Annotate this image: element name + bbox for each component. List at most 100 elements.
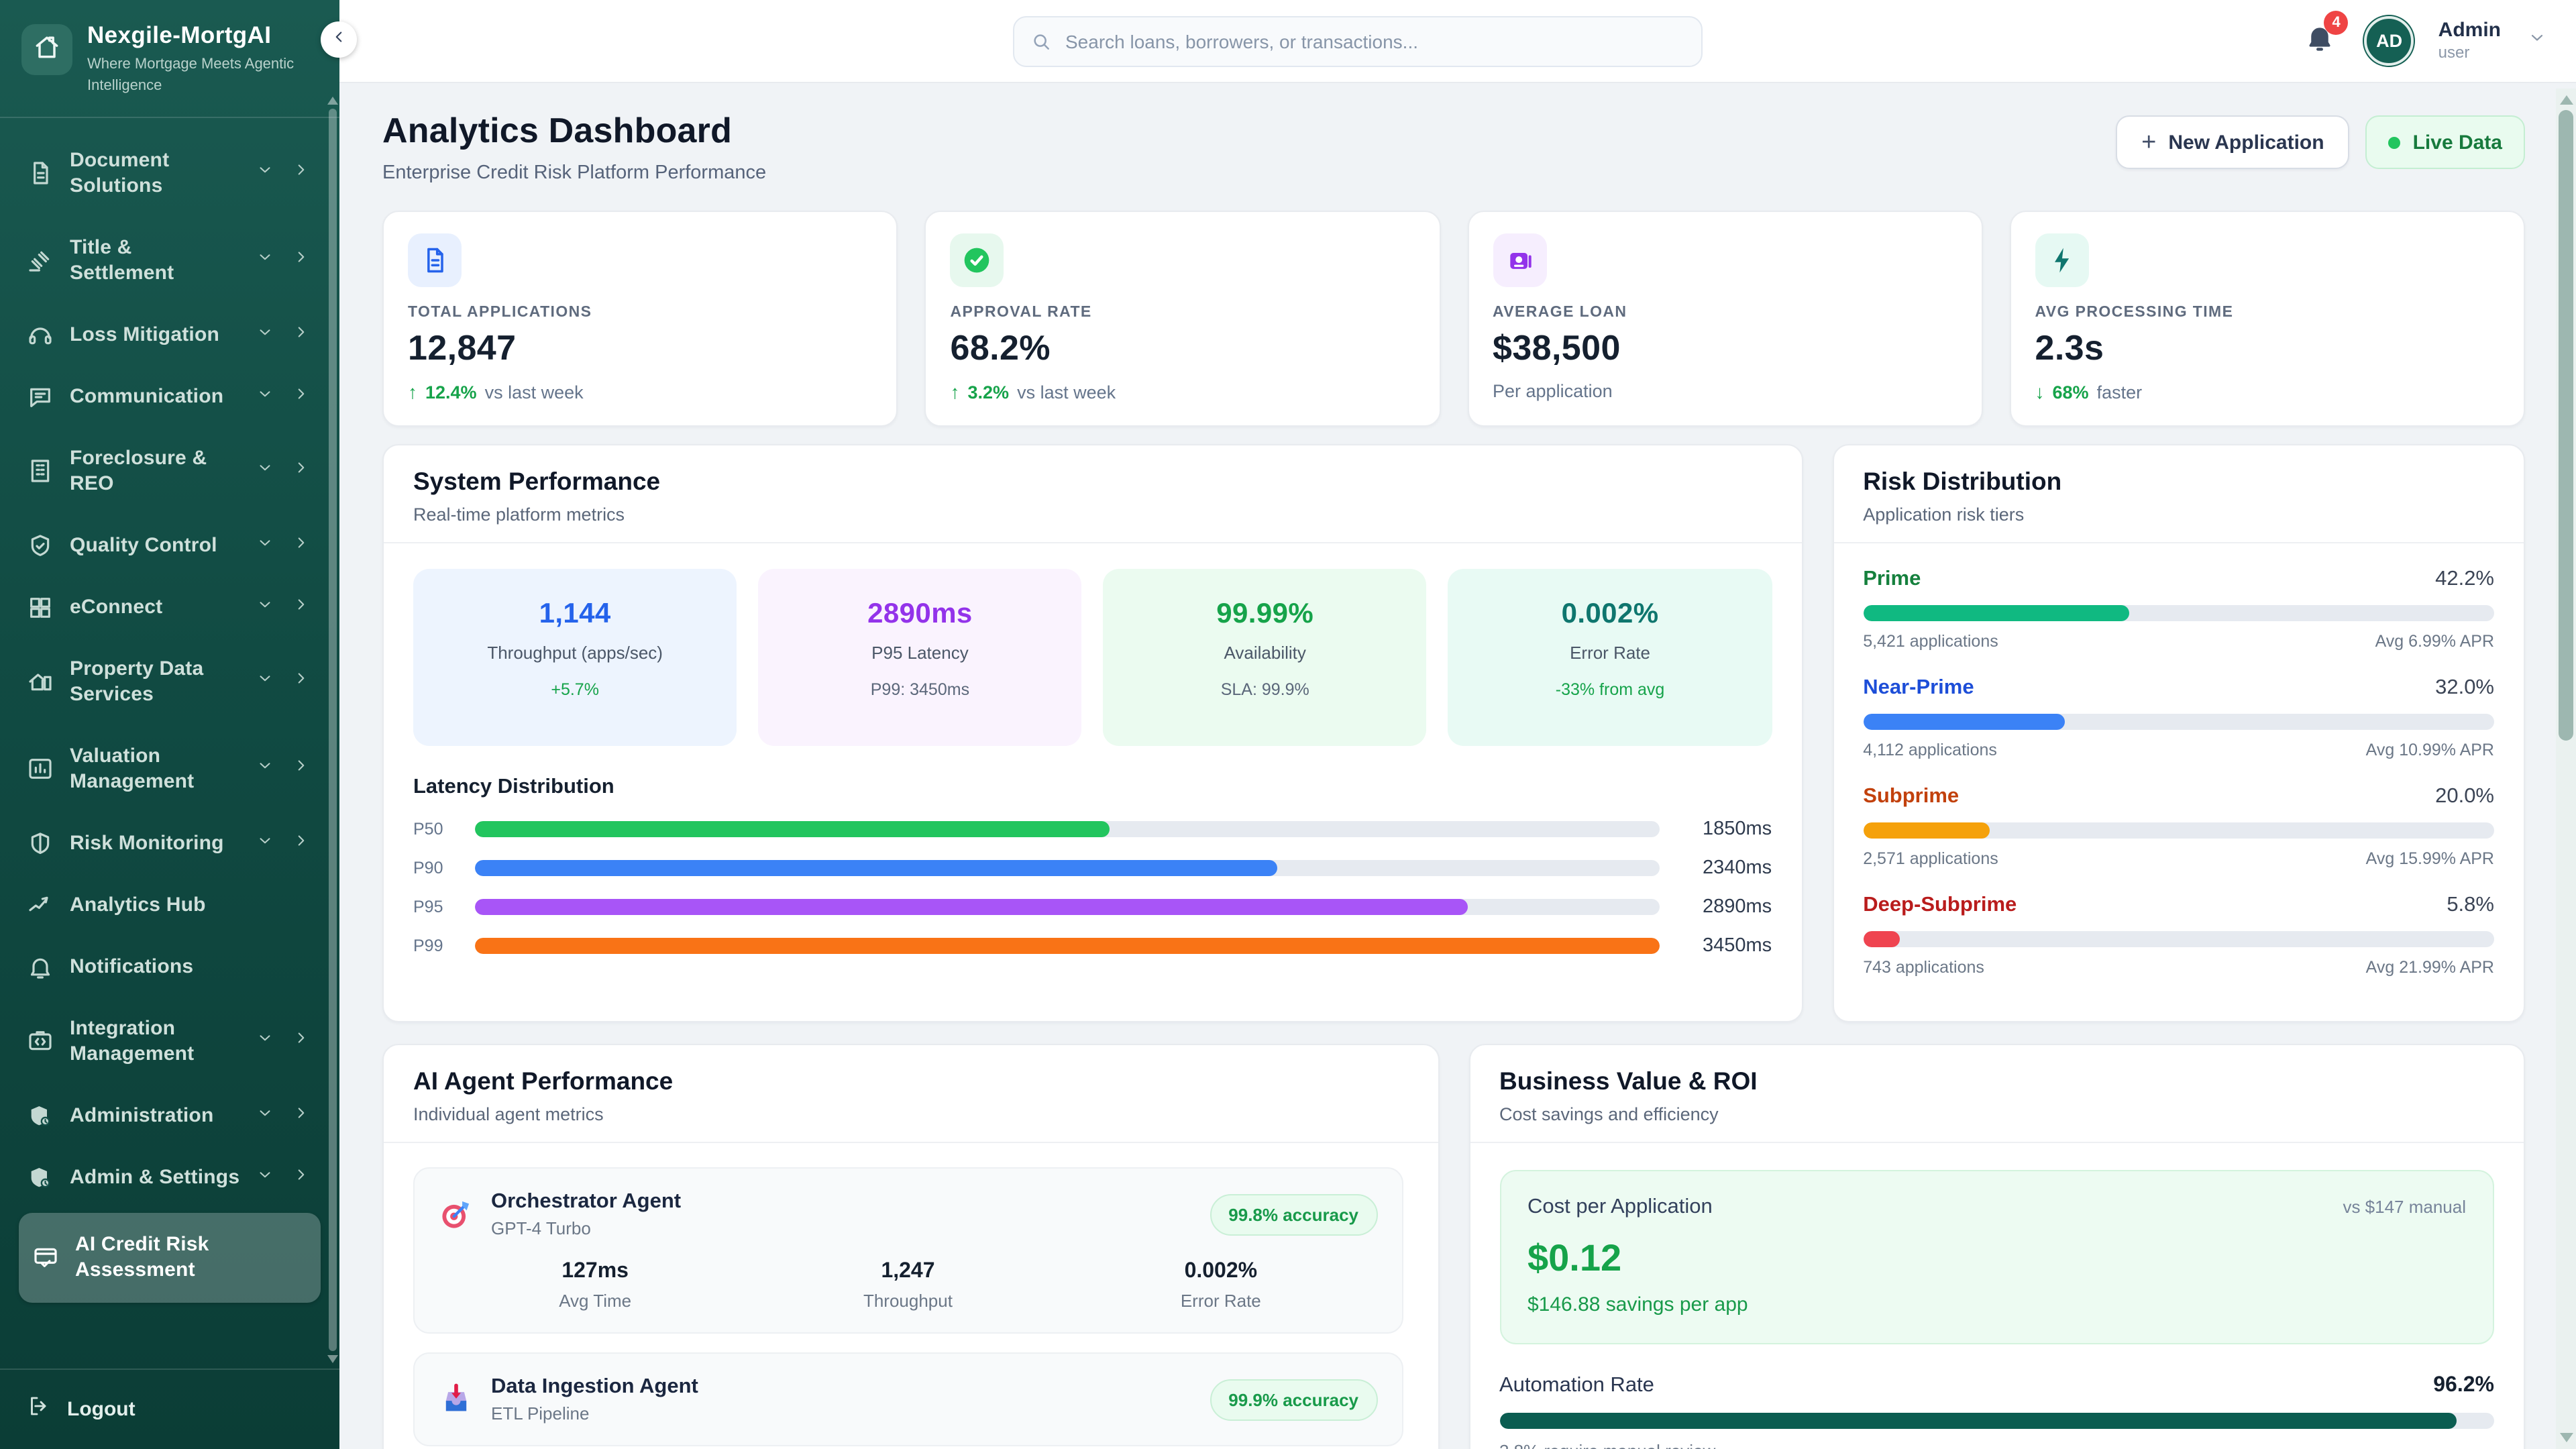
chevron-right-icon[interactable]	[292, 534, 310, 558]
chevron-down-icon[interactable]	[256, 596, 274, 620]
scroll-down-arrow-icon[interactable]	[327, 1355, 337, 1363]
chevron-right-icon[interactable]	[292, 832, 310, 856]
chevron-down-icon[interactable]	[256, 832, 274, 856]
sidebar-item-quality-control[interactable]: Quality Control	[19, 519, 321, 573]
page-body: Analytics Dashboard Enterprise Credit Ri…	[339, 83, 2576, 1449]
system-performance-card: System Performance Real-time platform me…	[382, 444, 1803, 1022]
bell-icon	[27, 954, 54, 981]
risk-tier-pct: 5.8%	[2447, 894, 2494, 916]
accuracy-badge: 99.9% accuracy	[1210, 1379, 1377, 1420]
risk-apr: Avg 10.99% APR	[2365, 741, 2494, 759]
topbar-right: 4 AD Admin user	[2300, 11, 2546, 67]
new-application-button[interactable]: + New Application	[2116, 115, 2350, 169]
sidebar-item-integration-management[interactable]: Integration Management	[19, 1002, 321, 1081]
search-input[interactable]	[1013, 15, 1703, 66]
page-subtitle: Enterprise Credit Risk Platform Performa…	[382, 162, 767, 184]
inbox-icon	[439, 1382, 474, 1417]
sidebar-item-valuation-management[interactable]: Valuation Management	[19, 730, 321, 809]
chevron-down-icon[interactable]	[256, 1166, 274, 1190]
credit-card-icon	[32, 1244, 59, 1271]
chevron-down-icon[interactable]	[256, 460, 274, 484]
brand-title: Nexgile-MortgAI	[87, 21, 272, 48]
metric-tile-error-rate: 0.002% Error Rate -33% from avg	[1448, 569, 1772, 746]
avatar[interactable]: AD	[2363, 15, 2416, 67]
kpi-grid: TOTAL APPLICATIONS 12,847 ↑ 12.4% vs last we…	[382, 211, 2525, 427]
chevron-right-icon[interactable]	[292, 162, 310, 186]
sidebar-item-notifications[interactable]: Notifications	[19, 941, 321, 994]
sidebar-item-ai-credit-risk-assessment[interactable]: AI Credit Risk Assessment	[19, 1212, 321, 1303]
chevron-down-icon[interactable]	[256, 249, 274, 273]
sidebar-item-communication[interactable]: Communication	[19, 370, 321, 424]
chevron-down-icon[interactable]	[256, 670, 274, 694]
chevron-down-icon[interactable]	[256, 1030, 274, 1054]
sidebar-item-label: Admin & Settings	[70, 1166, 240, 1189]
latency-track	[475, 938, 1660, 954]
chevron-right-icon[interactable]	[292, 460, 310, 484]
agent-list[interactable]: Orchestrator Agent GPT-4 Turbo 99.8% accur…	[413, 1167, 1413, 1449]
page-scrollbar[interactable]	[2556, 89, 2576, 1449]
chevron-right-icon[interactable]	[292, 323, 310, 347]
agent-stat-throughput: 1,247 Throughput	[751, 1260, 1064, 1311]
chevron-right-icon[interactable]	[292, 596, 310, 620]
bell-icon	[2306, 28, 2335, 58]
chevron-down-icon[interactable]	[256, 323, 274, 347]
kpi-change-suffix: Per application	[1493, 381, 1613, 401]
page-scrollbar-thumb[interactable]	[2559, 110, 2573, 741]
latency-fill	[475, 860, 1278, 876]
risk-tier-pct: 42.2%	[2435, 568, 2494, 590]
stat-label: Avg Time	[559, 1291, 632, 1311]
chevron-right-icon[interactable]	[292, 1166, 310, 1190]
chevron-right-icon[interactable]	[292, 1030, 310, 1054]
sidebar-collapse-button[interactable]	[321, 21, 357, 58]
risk-track	[1863, 931, 2494, 947]
chevron-right-icon[interactable]	[292, 249, 310, 273]
scroll-down-arrow-icon[interactable]	[2559, 1433, 2573, 1442]
chevron-right-icon[interactable]	[292, 385, 310, 409]
search-wrap	[1013, 15, 1703, 66]
kpi-label: AVERAGE LOAN	[1493, 305, 1627, 321]
stat-value: 1,247	[881, 1260, 935, 1283]
sidebar-item-property-data-services[interactable]: Property Data Services	[19, 643, 321, 722]
kpi-value: 12,847	[408, 327, 517, 368]
risk-distribution-body: Prime 42.2% 5,421 applications Avg 6.99% AP…	[1833, 543, 2524, 1021]
sidebar-item-admin-settings[interactable]: Admin & Settings	[19, 1151, 321, 1205]
sidebar-scrollbar-thumb[interactable]	[328, 109, 336, 1351]
brand-tagline: Where Mortgage Meets Agentic Intelligenc…	[87, 56, 294, 94]
sidebar-item-econnect[interactable]: eConnect	[19, 581, 321, 635]
risk-applications: 743 applications	[1863, 958, 1984, 977]
sidebar-item-administration[interactable]: Administration	[19, 1089, 321, 1143]
metric-sub: SLA: 99.9%	[1220, 680, 1309, 699]
agent-model: ETL Pipeline	[491, 1403, 590, 1424]
chevron-right-icon[interactable]	[292, 757, 310, 782]
brand-logo	[21, 24, 72, 75]
chat-icon	[27, 384, 54, 411]
chevron-down-icon[interactable]	[256, 385, 274, 409]
chevron-down-icon[interactable]	[256, 534, 274, 558]
ai-agent-performance-card: AI Agent Performance Individual agent me…	[382, 1044, 1439, 1449]
chevron-down-icon[interactable]	[256, 757, 274, 782]
scroll-up-arrow-icon[interactable]	[2559, 95, 2573, 105]
sidebar-item-risk-monitoring[interactable]: Risk Monitoring	[19, 817, 321, 871]
sidebar-item-analytics-hub[interactable]: Analytics Hub	[19, 879, 321, 932]
chart-icon	[27, 756, 54, 783]
admin-shield-icon	[27, 1165, 54, 1191]
chevron-down-icon[interactable]	[256, 1104, 274, 1128]
chevron-right-icon[interactable]	[292, 670, 310, 694]
chevron-right-icon[interactable]	[292, 1104, 310, 1128]
risk-distribution-title: Risk Distribution	[1863, 467, 2062, 495]
scroll-up-arrow-icon[interactable]	[327, 97, 337, 105]
live-data-badge: Live Data	[2365, 115, 2525, 169]
sidebar-scrollbar[interactable]	[327, 97, 337, 1363]
user-menu-chevron[interactable]	[2528, 28, 2546, 54]
sidebar-item-document-solutions[interactable]: Document Solutions	[19, 134, 321, 213]
sidebar-item-loss-mitigation[interactable]: Loss Mitigation	[19, 309, 321, 362]
sidebar-item-title-settlement[interactable]: Title & Settlement	[19, 221, 321, 301]
risk-tier-name: Near-Prime	[1863, 676, 1974, 699]
plus-icon: +	[2141, 128, 2157, 156]
chevron-down-icon[interactable]	[256, 162, 274, 186]
logout-button[interactable]: Logout	[0, 1368, 339, 1449]
notifications-button[interactable]: 4	[2300, 11, 2349, 64]
automation-note: 3.8% require manual review	[1499, 1441, 2494, 1449]
kpi-change-suffix: vs last week	[1017, 382, 1116, 402]
sidebar-item-foreclosure-reo[interactable]: Foreclosure & REO	[19, 432, 321, 511]
